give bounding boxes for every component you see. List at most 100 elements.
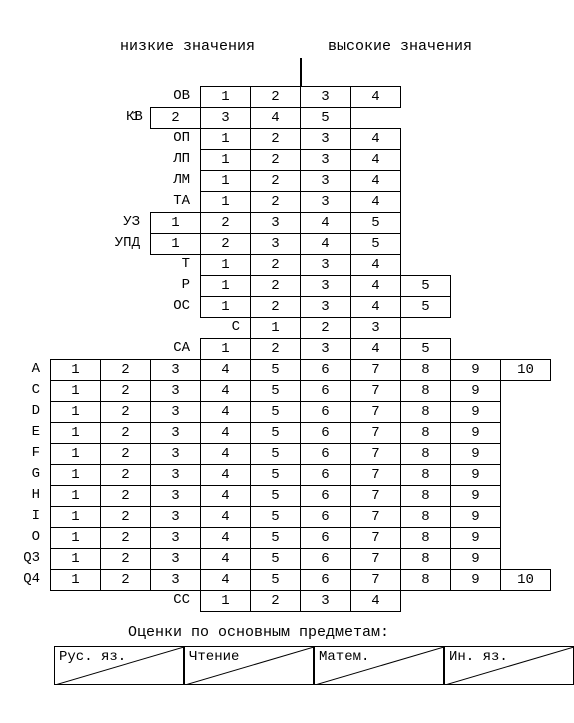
value-cell: 4: [350, 191, 401, 213]
value-cell: 5: [250, 401, 301, 423]
value-cell: 3: [150, 401, 201, 423]
value-cell: 1: [250, 317, 301, 339]
value-cell: 1: [200, 296, 251, 318]
value-cell: 5: [250, 464, 301, 486]
diagonal-icon: [185, 647, 314, 685]
value-cell: 6: [300, 422, 351, 444]
value-cell: 7: [350, 548, 401, 570]
value-cell: 9: [450, 527, 501, 549]
row-label: G: [10, 466, 40, 482]
value-cell: 2: [100, 443, 151, 465]
value-cell: 9: [450, 506, 501, 528]
value-cell: 3: [150, 359, 201, 381]
value-cell: 5: [250, 506, 301, 528]
row-label: ЛМ: [10, 172, 190, 188]
value-cell: 3: [250, 233, 301, 255]
value-cell: 7: [350, 506, 401, 528]
row-label: F: [10, 445, 40, 461]
row-label: I: [10, 508, 40, 524]
value-cell: 3: [200, 107, 251, 129]
value-cell: 8: [400, 443, 451, 465]
row-label: H: [10, 487, 40, 503]
value-cell: 4: [350, 338, 401, 360]
value-cell: 10: [500, 359, 551, 381]
value-cell: 7: [350, 359, 401, 381]
value-cell: 2: [250, 128, 301, 150]
value-cell: 1: [50, 527, 101, 549]
value-cell: 6: [300, 443, 351, 465]
value-cell: 4: [200, 485, 251, 507]
row-label: Q4: [10, 571, 40, 587]
value-cell: 4: [200, 443, 251, 465]
value-cell: 9: [450, 401, 501, 423]
value-cell: 9: [450, 569, 501, 591]
value-cell: 3: [150, 506, 201, 528]
value-cell: 3: [300, 338, 351, 360]
value-cell: 4: [250, 107, 301, 129]
value-cell: 8: [400, 422, 451, 444]
value-cell: 2: [250, 191, 301, 213]
value-cell: 2: [100, 464, 151, 486]
value-cell: 2: [100, 569, 151, 591]
value-cell: 4: [300, 212, 351, 234]
subject-box: Чтение: [184, 646, 314, 685]
value-cell: 3: [150, 422, 201, 444]
value-cell: 3: [300, 296, 351, 318]
value-cell: 7: [350, 527, 401, 549]
diagonal-icon: [315, 647, 444, 685]
value-cell: 5: [400, 296, 451, 318]
value-cell: 5: [400, 338, 451, 360]
value-cell: 3: [150, 527, 201, 549]
value-cell: 2: [100, 506, 151, 528]
value-cell: 8: [400, 380, 451, 402]
value-cell: 1: [50, 401, 101, 423]
row-label: ОС: [10, 298, 190, 314]
value-cell: 4: [350, 590, 401, 612]
row-label: ТА: [10, 193, 190, 209]
value-cell: 9: [450, 380, 501, 402]
row-label: УЗ: [10, 214, 140, 230]
value-cell: 4: [350, 86, 401, 108]
value-cell: 9: [450, 464, 501, 486]
value-cell: 2: [250, 590, 301, 612]
value-cell: 4: [350, 149, 401, 171]
value-cell: 2: [100, 422, 151, 444]
value-cell: 2: [100, 359, 151, 381]
value-cell: 6: [300, 380, 351, 402]
value-cell: 4: [350, 128, 401, 150]
row-label: С: [10, 319, 240, 335]
value-cell: 2: [100, 527, 151, 549]
value-cell: 4: [350, 296, 401, 318]
value-cell: 4: [350, 275, 401, 297]
value-cell: 2: [250, 149, 301, 171]
value-cell: 8: [400, 359, 451, 381]
row-label: А: [10, 361, 40, 377]
header-high: высокие значения: [328, 38, 472, 55]
value-cell: 1: [200, 590, 251, 612]
value-cell: 9: [450, 485, 501, 507]
value-cell: 8: [400, 485, 451, 507]
value-cell: 1: [50, 464, 101, 486]
value-cell: 4: [300, 233, 351, 255]
value-cell: 3: [350, 317, 401, 339]
value-cell: 2: [250, 296, 301, 318]
value-cell: 1: [150, 233, 201, 255]
value-cell: 6: [300, 401, 351, 423]
value-cell: 4: [350, 170, 401, 192]
value-cell: 5: [250, 380, 301, 402]
value-cell: 6: [300, 359, 351, 381]
row-label: Р: [10, 277, 190, 293]
value-cell: 2: [250, 86, 301, 108]
value-cell: 1: [150, 212, 201, 234]
value-cell: 7: [350, 380, 401, 402]
value-cell: 4: [200, 527, 251, 549]
value-cell: 3: [300, 170, 351, 192]
value-cell: 8: [400, 401, 451, 423]
value-cell: 7: [350, 464, 401, 486]
value-cell: 2: [100, 401, 151, 423]
value-cell: 4: [200, 569, 251, 591]
value-cell: 5: [250, 569, 301, 591]
value-cell: 5: [300, 107, 351, 129]
value-cell: 1: [50, 380, 101, 402]
row-label: СА: [10, 340, 190, 356]
